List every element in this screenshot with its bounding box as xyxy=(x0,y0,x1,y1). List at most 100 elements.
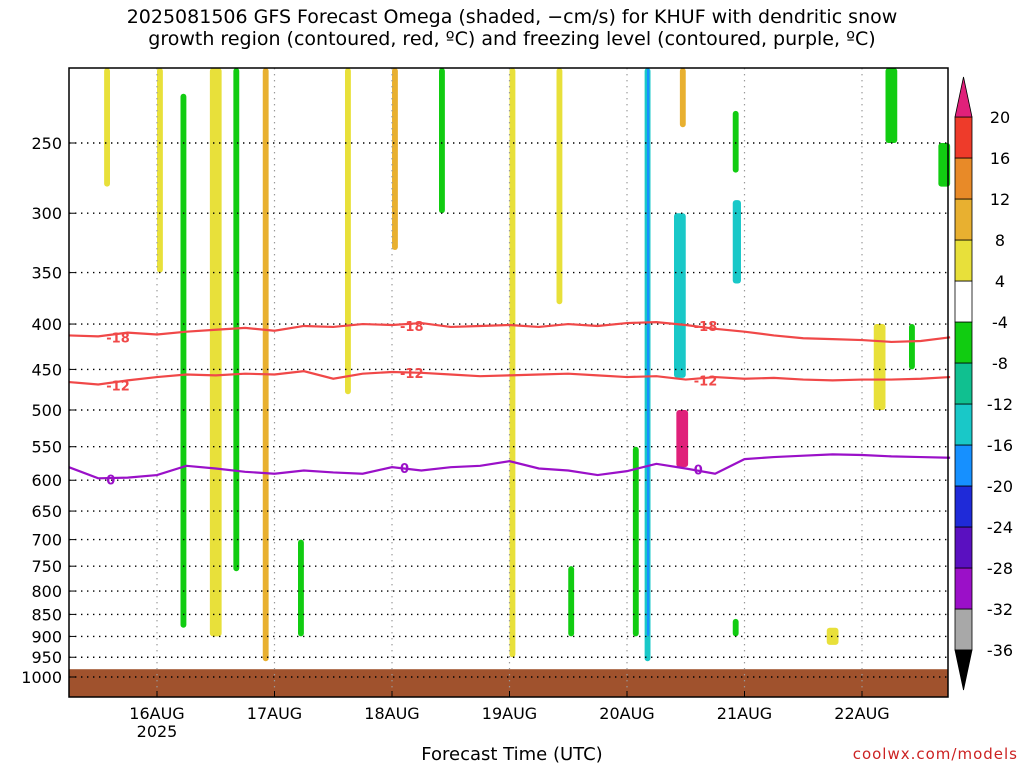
omega-shade-4 xyxy=(233,68,240,572)
omega-shade-0 xyxy=(104,68,110,187)
omega-shade-7 xyxy=(345,68,351,395)
y-axis: 250 300 350 400 450 500 550 600 650 700 750 800 850 9… xyxy=(21,134,75,687)
omega-shade-9 xyxy=(439,68,445,214)
contour-label--12-1: -12 xyxy=(400,367,424,382)
colorbar-label-11: 12 xyxy=(990,190,1010,209)
contour-label--12-2: -12 xyxy=(694,375,718,390)
omega-shade-22 xyxy=(826,627,839,645)
omega-shade-26 xyxy=(938,143,951,187)
y-tick-label-650: 650 xyxy=(31,502,62,521)
chart-title-line2: growth region (contoured, red, ºC) and f… xyxy=(148,28,876,50)
colorbar-segment-3 xyxy=(954,485,973,528)
y-tick-label-600: 600 xyxy=(31,471,62,490)
x-tick-label-17: 17AUG xyxy=(247,704,302,723)
omega-shade-19 xyxy=(732,110,739,173)
x-tick-label-16: 16AUG xyxy=(129,704,184,723)
omega-shade-25 xyxy=(909,324,915,370)
colorbar-under-triangle xyxy=(954,649,973,691)
colorbar-label-2: -28 xyxy=(987,559,1013,578)
contour-label-0-2: 0 xyxy=(694,463,703,478)
credit-link[interactable]: coolwx.com/models xyxy=(852,745,1018,763)
colorbar-label-5: -16 xyxy=(987,436,1013,455)
y-tick-label-250: 250 xyxy=(31,134,62,153)
colorbar-label-6: -12 xyxy=(987,395,1013,414)
chart-title: 2025081506 GFS Forecast Omega (shaded, −… xyxy=(0,6,1024,50)
omega-shade-3 xyxy=(180,93,187,628)
colorbar-segment-9 xyxy=(954,239,973,282)
colorbar-label-9: 4 xyxy=(995,272,1005,291)
colorbar-label-12: 16 xyxy=(990,149,1010,168)
colorbar-segment-0 xyxy=(954,608,973,651)
x-tick-label-18: 18AUG xyxy=(364,704,419,723)
omega-shade-24 xyxy=(885,68,898,143)
y-tick-label-500: 500 xyxy=(31,401,62,420)
omega-shade-11 xyxy=(556,68,563,305)
omega-shade-16 xyxy=(674,213,686,378)
x-tick-label-21: 21AUG xyxy=(717,704,772,723)
omega-shade-12 xyxy=(568,566,575,637)
colorbar-segment-2 xyxy=(954,526,973,569)
contour-label--12-0: -12 xyxy=(106,380,130,395)
colorbar-label-7: -8 xyxy=(992,354,1008,373)
colorbar-label-10: 8 xyxy=(995,231,1005,250)
colorbar-segment-12 xyxy=(954,116,973,159)
y-tick-label-950: 950 xyxy=(31,648,62,667)
y-tick-label-850: 850 xyxy=(31,605,62,624)
contour-0 xyxy=(68,453,951,480)
terrain-fill xyxy=(69,669,948,697)
colorbar-label-4: -20 xyxy=(987,477,1013,496)
colorbar-segment-11 xyxy=(954,157,973,200)
y-tick-label-900: 900 xyxy=(31,627,62,646)
contour-label-0-0: 0 xyxy=(106,473,115,488)
contour-label--18-0: -18 xyxy=(106,331,130,346)
x-tick-label-22: 22AUG xyxy=(834,704,889,723)
y-tick-label-300: 300 xyxy=(31,204,62,223)
omega-shade-23 xyxy=(873,324,886,410)
colorbar-label-8: -4 xyxy=(992,313,1008,332)
colorbar-label-1: -32 xyxy=(987,600,1013,619)
omega-shade-1 xyxy=(157,68,163,273)
x-tick-sublabel-16: 2025 xyxy=(137,722,178,741)
omega-shade-10 xyxy=(509,68,516,658)
omega-shade-21 xyxy=(732,618,739,637)
y-tick-label-400: 400 xyxy=(31,315,62,334)
x-tick-label-20: 20AUG xyxy=(599,704,654,723)
y-tick-label-550: 550 xyxy=(31,438,62,457)
chart-title-line1: 2025081506 GFS Forecast Omega (shaded, −… xyxy=(126,6,898,28)
contour-label--18-2: -18 xyxy=(694,320,718,335)
omega-shade-13 xyxy=(632,446,639,637)
contour-label--18-1: -18 xyxy=(400,320,424,335)
y-tick-label-700: 700 xyxy=(31,531,62,550)
omega-shade-6 xyxy=(298,539,304,637)
omega-shade-17 xyxy=(676,410,689,468)
x-axis-label: Forecast Time (UTC) xyxy=(421,744,603,765)
plot-frame xyxy=(68,67,949,698)
colorbar-over-triangle xyxy=(954,76,973,118)
contour--18 xyxy=(68,321,951,344)
colorbar: -36 -32 -28 -24 -20 -16 -12 -8 -4 4 8 12 16 20 xyxy=(954,76,1013,691)
omega-shade-2 xyxy=(209,68,222,637)
omega-shade-8 xyxy=(392,68,398,250)
grid-lines xyxy=(69,68,948,697)
colorbar-segment-8 xyxy=(954,280,973,323)
colorbar-segment-6 xyxy=(954,362,973,405)
contour-label-0-1: 0 xyxy=(400,462,409,477)
shaded-omega-layer xyxy=(104,68,951,662)
colorbar-segment-1 xyxy=(954,567,973,610)
y-tick-label-350: 350 xyxy=(31,264,62,283)
colorbar-label-13: 20 xyxy=(990,108,1010,127)
omega-shade-5 xyxy=(262,68,269,662)
x-tick-label-19: 19AUG xyxy=(482,704,537,723)
contour--12 xyxy=(68,370,951,386)
omega-shade-18 xyxy=(679,68,686,128)
y-tick-label-450: 450 xyxy=(31,360,62,379)
colorbar-label-3: -24 xyxy=(987,518,1013,537)
y-tick-label-800: 800 xyxy=(31,582,62,601)
omega-shade-15 xyxy=(646,68,650,637)
colorbar-segment-4 xyxy=(954,444,973,487)
colorbar-segment-10 xyxy=(954,198,973,241)
y-tick-label-1000: 1000 xyxy=(21,668,62,687)
colorbar-label-0: -36 xyxy=(987,641,1013,660)
omega-shade-20 xyxy=(732,200,741,284)
